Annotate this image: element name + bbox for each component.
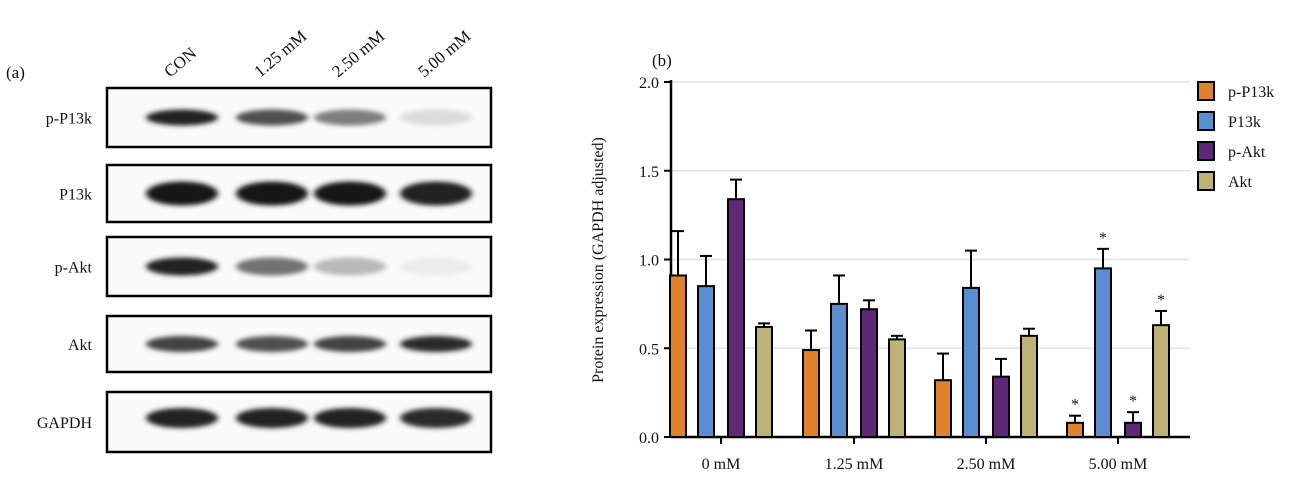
protein-band [400, 181, 472, 206]
x-tick-label: 2.50 mM [957, 456, 1016, 473]
y-tick-label: 1.5 [639, 164, 659, 181]
legend-label: p-Akt [1228, 144, 1266, 161]
bar-p13k [697, 285, 715, 438]
bar-p-p13k [1066, 421, 1084, 438]
lane-label: 2.50 mM [328, 26, 388, 81]
legend-swatch [1197, 111, 1215, 131]
bar-p-p13k [669, 274, 687, 438]
bar-p-akt [1124, 421, 1142, 438]
significance-marker: * [1157, 292, 1165, 309]
x-tick-label: 5.00 mM [1089, 456, 1148, 473]
protein-band [314, 109, 386, 126]
lane-label: 5.00 mM [414, 26, 474, 81]
protein-band [236, 408, 308, 428]
row-label: p-P13k [46, 111, 92, 128]
y-tick-label: 0.5 [639, 341, 659, 358]
protein-band [146, 408, 218, 428]
protein-band [146, 181, 218, 206]
protein-band [314, 408, 386, 428]
protein-band [236, 257, 308, 276]
y-axis-label: Protein expression (GAPDH adjusted) [590, 137, 607, 383]
legend-swatch [1197, 141, 1215, 161]
protein-band [236, 109, 308, 126]
significance-marker: * [1071, 397, 1079, 414]
row-label: GAPDH [37, 415, 93, 432]
x-tick-label: 1.25 mM [825, 456, 884, 473]
bar-p-akt [727, 198, 745, 438]
legend-label: p-P13k [1228, 84, 1274, 101]
legend-label: P13k [1228, 114, 1261, 131]
bar-p13k [962, 286, 980, 438]
bar-akt [755, 325, 773, 439]
bar-chart: 0.0 0.5 1.0 1.5 2.0 0 mM 1.25 mM 2.50 mM 5.00 mM… [639, 75, 1274, 473]
protein-band [236, 181, 308, 206]
row-label: Akt [68, 337, 93, 354]
y-tick-label: 0.0 [639, 430, 659, 447]
bar-p13k [1094, 267, 1112, 438]
legend-label: Akt [1228, 174, 1253, 191]
significance-marker: * [1099, 230, 1107, 247]
bar-akt [1152, 324, 1170, 438]
bar-p-akt [992, 375, 1010, 438]
protein-band [400, 109, 472, 126]
legend-swatch [1197, 81, 1215, 101]
bar-akt [888, 338, 906, 438]
bar-akt [1020, 334, 1038, 439]
lane-label: 1.25 mM [250, 26, 310, 81]
protein-band [400, 257, 472, 276]
y-tick-label: 1.0 [639, 253, 659, 270]
panel-b-label: (b) [652, 51, 672, 70]
protein-band [314, 181, 386, 206]
western-blot: CON 1.25 mM 2.50 mM 5.00 mM p-P13k P13k p-Akt A… [37, 26, 493, 454]
lane-label: CON [160, 43, 200, 81]
protein-band [146, 109, 218, 126]
y-tick-label: 2.0 [639, 75, 659, 92]
x-tick-label: 0 mM [702, 456, 741, 473]
legend-swatch [1197, 171, 1215, 191]
bar-p13k [830, 302, 848, 438]
row-label: p-Akt [55, 260, 93, 277]
protein-band [146, 336, 218, 352]
bar-p-p13k [802, 349, 820, 438]
row-label: P13k [59, 187, 92, 204]
protein-band [314, 257, 386, 276]
protein-band [314, 336, 386, 352]
protein-band [236, 336, 308, 352]
significance-marker: * [1129, 393, 1137, 410]
protein-band [146, 257, 218, 276]
bar-p-p13k [934, 379, 952, 439]
bar-p-akt [860, 308, 878, 439]
protein-band [400, 408, 472, 428]
protein-band [400, 336, 472, 352]
panel-a-label: (a) [6, 63, 25, 82]
